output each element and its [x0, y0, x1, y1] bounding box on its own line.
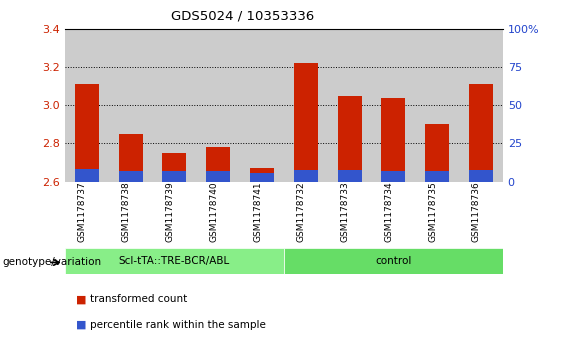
Bar — [469, 84, 493, 182]
Bar — [459, 29, 503, 182]
Bar — [65, 29, 109, 182]
Bar — [65, 248, 284, 274]
Bar — [381, 98, 406, 182]
Bar — [415, 29, 459, 182]
Text: ■: ■ — [76, 294, 87, 305]
Text: GSM1178740: GSM1178740 — [209, 182, 218, 242]
Bar — [197, 29, 240, 182]
Bar — [372, 29, 415, 182]
Text: GSM1178738: GSM1178738 — [121, 182, 131, 242]
Bar — [206, 147, 231, 182]
Text: GSM1178741: GSM1178741 — [253, 182, 262, 242]
Bar — [108, 29, 153, 182]
Bar — [337, 171, 362, 182]
Text: GSM1178732: GSM1178732 — [297, 182, 306, 242]
Text: GSM1178733: GSM1178733 — [341, 182, 350, 242]
Text: GDS5024 / 10353336: GDS5024 / 10353336 — [171, 9, 315, 22]
Bar — [119, 171, 143, 182]
Text: genotype/variation: genotype/variation — [3, 257, 102, 267]
Text: GSM1178735: GSM1178735 — [428, 182, 437, 242]
Bar — [240, 29, 284, 182]
Bar — [328, 29, 372, 182]
Bar — [162, 171, 186, 182]
Bar — [250, 168, 274, 182]
Bar — [337, 96, 362, 182]
Text: GSM1178734: GSM1178734 — [384, 182, 393, 242]
Bar — [206, 171, 231, 182]
Bar — [162, 153, 186, 182]
Bar — [425, 125, 449, 182]
Bar — [294, 63, 318, 182]
Bar — [75, 84, 99, 182]
Text: GSM1178737: GSM1178737 — [78, 182, 87, 242]
Text: Scl-tTA::TRE-BCR/ABL: Scl-tTA::TRE-BCR/ABL — [119, 256, 230, 266]
Text: transformed count: transformed count — [90, 294, 188, 305]
Text: GSM1178739: GSM1178739 — [166, 182, 175, 242]
Bar — [153, 29, 197, 182]
Bar — [75, 169, 99, 182]
Bar — [294, 170, 318, 182]
Bar — [250, 173, 274, 182]
Text: percentile rank within the sample: percentile rank within the sample — [90, 320, 266, 330]
Bar — [381, 171, 406, 182]
Bar — [119, 134, 143, 182]
Bar — [284, 248, 503, 274]
Text: ■: ■ — [76, 320, 87, 330]
Text: GSM1178736: GSM1178736 — [472, 182, 481, 242]
Bar — [284, 29, 328, 182]
Bar — [425, 171, 449, 182]
Text: control: control — [375, 256, 411, 266]
Bar — [469, 170, 493, 182]
